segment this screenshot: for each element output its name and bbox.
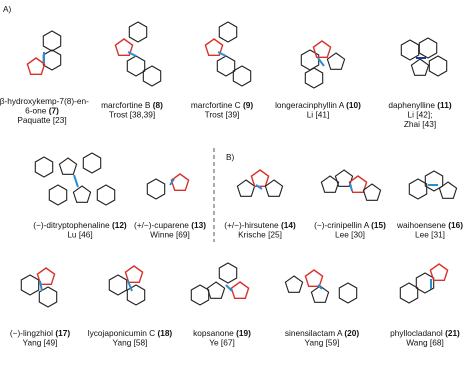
name-text: sinensilactam A — [285, 328, 343, 338]
credit: Paquatte [23] — [17, 115, 66, 125]
compound-number: (12) — [112, 220, 127, 230]
compound-number: (13) — [191, 220, 206, 230]
panel-label: A) — [3, 4, 12, 14]
name-text: longeracinphyllin A — [275, 100, 345, 110]
compound-name: waihoensene (16) — [396, 220, 463, 230]
credit: Yang [58] — [113, 338, 148, 348]
compound-name: 6-one (7) — [25, 106, 59, 116]
name-text: (−)-crinipellin A — [314, 220, 370, 230]
compound-name: daphenylline (11) — [388, 100, 451, 110]
compound-name: (−)-crinipellin A (15) — [314, 220, 386, 230]
name-text: (+/−)-cuparene — [134, 220, 189, 230]
name-text: daphenylline — [388, 100, 435, 110]
compound-number: (19) — [236, 328, 251, 338]
credit: Lee [30] — [335, 230, 365, 240]
compound-name: (−)-lingzhiol (17) — [10, 328, 70, 338]
compound-name: lycojaponicumin C (18) — [88, 328, 173, 338]
compound-name: (−)-ditryptophenaline (12) — [33, 220, 127, 230]
name-text: waihoensene — [396, 220, 446, 230]
compound-number: (16) — [448, 220, 463, 230]
credit: Li [41] — [307, 110, 330, 120]
credit: Wang [68] — [406, 338, 444, 348]
compound-name: marcfortine C (9) — [191, 100, 253, 110]
credit: Zhai [43] — [404, 119, 436, 129]
credit: Lee [31] — [415, 230, 445, 240]
name-text: (−)-ditryptophenaline — [33, 220, 110, 230]
panel-label: B) — [226, 152, 235, 162]
compound-name: kopsanone (19) — [193, 328, 251, 338]
compound-number: (17) — [55, 328, 70, 338]
compound-number: (20) — [344, 328, 359, 338]
name-text: marcfortine C — [191, 100, 241, 110]
credit: Ye [67] — [209, 338, 235, 348]
compound-number: (8) — [153, 100, 163, 110]
compound-number: (14) — [281, 220, 296, 230]
name-text: 3β-hydroxykemp-7(8)-en- — [0, 96, 89, 106]
name-text: 6-one — [25, 106, 47, 116]
name-text: phyllocladanol — [390, 328, 443, 338]
structures — [20, 21, 458, 308]
name-text: marcfortine B — [101, 100, 151, 110]
compound-number: (21) — [445, 328, 460, 338]
name-text: kopsanone — [193, 328, 234, 338]
credit: Lu [46] — [67, 230, 92, 240]
compound-number: (7) — [49, 106, 59, 116]
compound-number: (15) — [371, 220, 386, 230]
compound-name: phyllocladanol (21) — [390, 328, 460, 338]
compound-number: (9) — [243, 100, 253, 110]
compound-name: (+/−)-hirsutene (14) — [224, 220, 296, 230]
compound-name: 3β-hydroxykemp-7(8)-en- — [0, 96, 89, 106]
compound-number: (18) — [157, 328, 172, 338]
compound-name: sinensilactam A (20) — [285, 328, 359, 338]
credit: Li [42]; — [408, 110, 433, 120]
credit: Yang [49] — [23, 338, 58, 348]
name-text: lycojaponicumin C — [88, 328, 155, 338]
credit: Winne [69] — [150, 230, 190, 240]
compound-name: (+/−)-cuparene (13) — [134, 220, 206, 230]
compound-number: (10) — [346, 100, 361, 110]
name-text: (+/−)-hirsutene — [224, 220, 279, 230]
compound-name: longeracinphyllin A (10) — [275, 100, 361, 110]
credit: Trost [39] — [205, 110, 240, 120]
credit: Trost [38,39] — [109, 110, 155, 120]
compound-name: marcfortine B (8) — [101, 100, 163, 110]
credit: Yang [59] — [305, 338, 340, 348]
compound-number: (11) — [437, 100, 452, 110]
credit: Krische [25] — [238, 230, 282, 240]
name-text: (−)-lingzhiol — [10, 328, 53, 338]
